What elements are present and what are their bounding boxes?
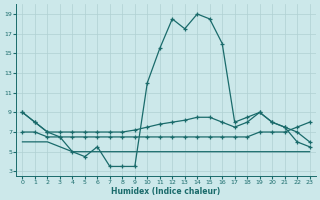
X-axis label: Humidex (Indice chaleur): Humidex (Indice chaleur) bbox=[111, 187, 221, 196]
